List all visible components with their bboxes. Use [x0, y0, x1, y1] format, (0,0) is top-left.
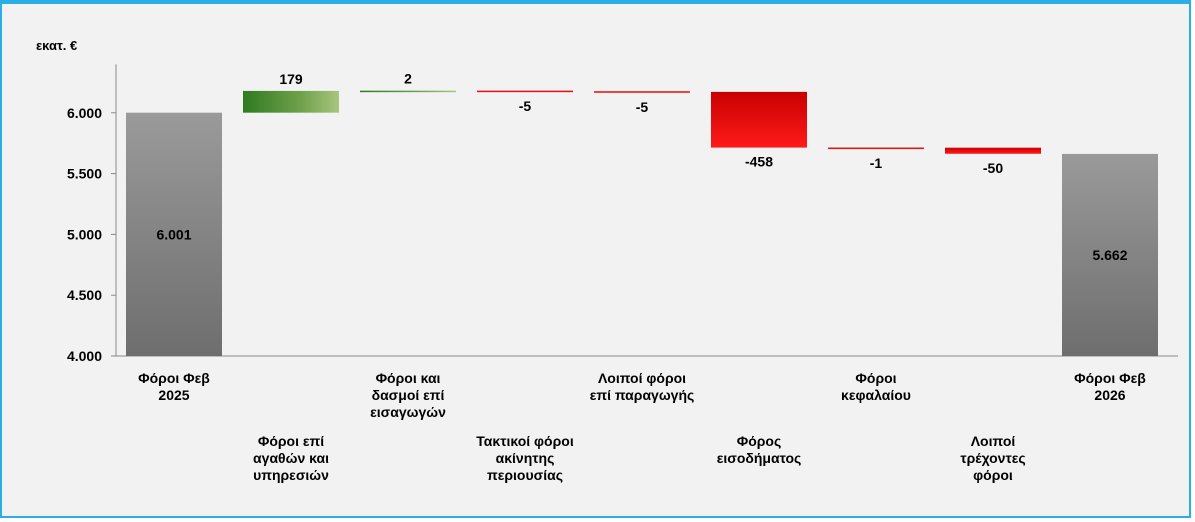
data-labels-group: 6.001 179 2 -5 -5 -458 -1 -50 5.662: [156, 71, 1127, 263]
total-bar: [1062, 153, 1158, 356]
data-label: -1: [870, 155, 883, 171]
y-tick-label: 5.000: [67, 226, 102, 242]
data-label: 2: [404, 71, 412, 87]
category-label: Φόροι Φεβ 2025: [138, 370, 210, 403]
y-unit-label: εκατ. €: [36, 38, 77, 53]
data-label: -458: [745, 154, 773, 170]
decrease-bar: [945, 147, 1041, 154]
category-label: Φόροι επί αγαθών και υπηρεσιών: [253, 433, 329, 483]
data-label: -5: [636, 99, 649, 115]
category-label: Τακτικοί φόροι ακίνητης περιουσίας: [476, 433, 574, 483]
data-label: -50: [983, 160, 1003, 176]
category-label: Λοιποί τρέχοντες φόροι: [960, 433, 1025, 483]
decrease-bar: [711, 91, 807, 148]
data-label: 5.662: [1092, 247, 1127, 263]
decrease-bar: [828, 147, 924, 150]
category-label: Φόροι κεφαλαίου: [841, 370, 911, 403]
category-label: Φόρος εισοδήματος: [717, 433, 802, 466]
y-tick-label: 4.500: [67, 287, 102, 303]
decrease-bar: [594, 91, 690, 93]
data-label: -5: [519, 98, 532, 114]
y-tick-label: 6.000: [67, 105, 102, 121]
y-tick-label: 5.500: [67, 166, 102, 182]
category-label: Φόροι Φεβ 2026: [1074, 370, 1146, 403]
increase-bar: [243, 90, 339, 113]
category-labels-group: Φόροι Φεβ 2025 Φόροι επί αγαθών και υπηρεσιώ…: [138, 370, 1146, 483]
category-label: Λοιποί φόροι επί παραγωγής: [590, 370, 695, 403]
y-axis: 4.000 4.500 5.000 5.500 6.000: [67, 64, 1178, 364]
increase-bar: [360, 90, 456, 93]
total-bar: [126, 112, 222, 356]
data-label: 6.001: [156, 226, 191, 242]
bars-group: [126, 90, 1158, 356]
data-label: 179: [279, 71, 303, 87]
y-tick-label: 4.000: [67, 348, 102, 364]
category-label: Φόροι και δασμοί επί εισαγωγών: [370, 370, 446, 420]
decrease-bar: [477, 90, 573, 93]
